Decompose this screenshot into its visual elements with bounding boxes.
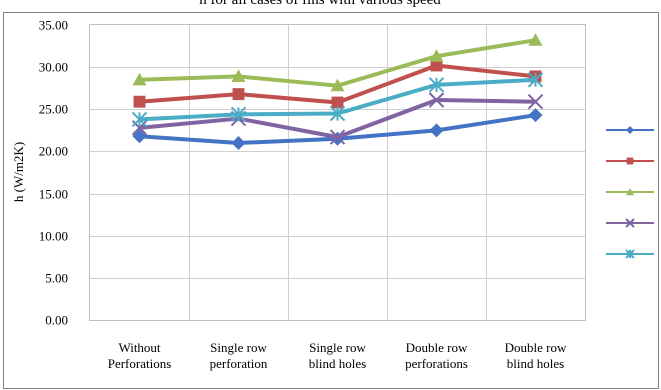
y-tick-label: 15.00 [39, 187, 68, 202]
data-point [625, 249, 635, 259]
data-point [131, 111, 148, 128]
data-point [329, 129, 346, 145]
y-tick-label: 20.00 [39, 144, 68, 159]
data-point [231, 69, 246, 83]
data-point [133, 95, 146, 108]
y-axis-ticks: 0.00 5.00 10.00 15.00 20.00 25.00 30.00 35.00 [39, 18, 68, 328]
data-point [231, 136, 246, 150]
data-point [428, 92, 445, 108]
data-point [528, 33, 543, 46]
x-category-label: Without Perforations [108, 340, 172, 371]
data-point [330, 78, 345, 92]
data-point [232, 88, 245, 101]
legend-entry [606, 157, 654, 165]
y-tick-label: 35.00 [39, 18, 68, 33]
plot-area [89, 24, 586, 321]
x-category-label: Double row perforations [405, 340, 468, 371]
y-axis-title: h (W/m2K) [11, 142, 26, 202]
series [131, 33, 544, 150]
data-point [527, 72, 544, 88]
data-point [329, 105, 346, 122]
data-point [626, 126, 634, 134]
y-tick-label: 5.00 [45, 271, 68, 286]
y-tick-label: 25.00 [39, 102, 68, 117]
data-point [428, 77, 445, 93]
data-point [429, 123, 444, 138]
data-point [528, 108, 543, 123]
data-point [429, 49, 444, 62]
y-tick-label: 10.00 [39, 229, 68, 244]
series-5 [131, 72, 544, 128]
series-3 [132, 33, 543, 92]
x-axis-categories: Without Perforations Single row perforation… [108, 340, 567, 371]
y-tick-label: 30.00 [39, 60, 68, 75]
data-point [430, 59, 443, 72]
data-point [230, 106, 247, 123]
header-text: h for all cases of fins with various spe… [199, 0, 441, 8]
data-point [132, 129, 147, 144]
x-category-label: Double row blind holes [505, 340, 567, 371]
x-category-label: Single row blind holes [309, 340, 367, 371]
data-point [527, 93, 544, 110]
data-point [331, 96, 344, 109]
legend [606, 126, 654, 259]
data-point [626, 188, 634, 196]
y-tick-label: 0.00 [45, 313, 68, 328]
data-point [132, 72, 147, 86]
data-point [626, 157, 634, 165]
chart-border [3, 12, 659, 389]
data-point [625, 218, 635, 228]
legend-entry [606, 188, 654, 196]
legend-entry [606, 218, 654, 228]
legend-entry [606, 249, 654, 259]
legend-entry [606, 126, 654, 134]
x-category-label: Single row perforation [210, 340, 268, 371]
